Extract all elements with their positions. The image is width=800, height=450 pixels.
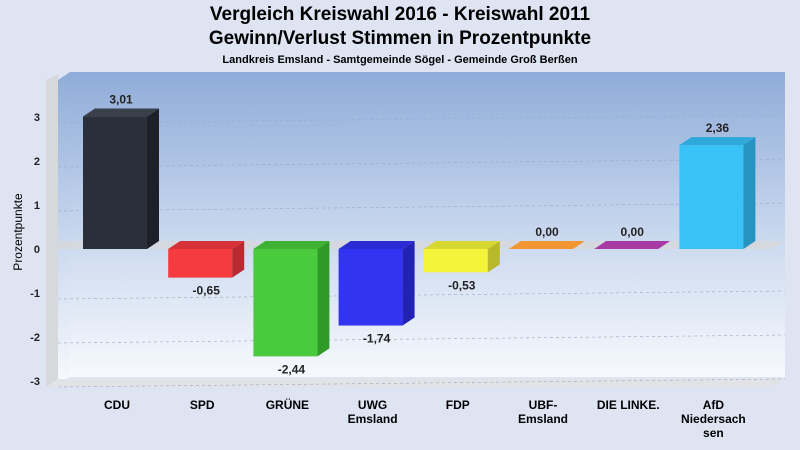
grid-line [57,334,786,344]
x-tick-label: SPD [190,398,215,412]
y-axis-ticks: 3 2 1 0 -1 -2 -3 [30,112,40,388]
bar-top [338,241,415,249]
data-label: -1,74 [363,332,391,346]
x-tick-label: GRÜNE [266,397,309,412]
plot-area [46,72,785,387]
bar-front [679,145,744,249]
bar [509,241,585,249]
bar [594,241,671,249]
bar-top [679,137,756,146]
bar-front [423,249,488,273]
bar-side [147,108,159,249]
y-tick-label: 0 [34,244,40,256]
grid-line [57,158,786,168]
bar-side [317,241,330,357]
bar [253,241,330,357]
data-label: 3,01 [109,93,133,107]
y-tick-label: -3 [30,376,40,388]
x-tick-label: DIE LINKE. [597,398,660,412]
y-tick-label: -2 [30,332,40,344]
bar [168,241,245,278]
chart-title: Vergleich Kreiswahl 2016 - Kreiswahl 201… [209,4,591,25]
bar-flat [509,241,585,249]
bar-top [253,241,330,249]
grid-line [57,378,786,388]
data-label: 0,00 [535,225,559,239]
chart-caption: Landkreis Emsland - Samtgemeinde Sögel -… [222,54,578,66]
bars [83,108,756,357]
grid-line [57,114,786,124]
grid-line [57,202,786,212]
data-label: -0,65 [193,284,221,298]
data-label: -2,44 [278,362,306,376]
bar-front [253,249,318,357]
chart-subtitle: Gewinn/Verlust Stimmen in Prozentpunkte [208,28,592,49]
y-axis-label: Prozentpunkte [11,193,25,271]
left-wall [46,74,58,387]
bar [423,241,500,273]
x-axis-labels: CDU SPD GRÜNE UWG Emsland FDP UBF-Emsland DIE L… [104,397,746,440]
y-tick-label: -1 [30,288,40,300]
y-tick-label: 3 [34,112,40,124]
x-tick-label: AfD Niedersach sen [681,398,746,440]
bar-top [423,241,500,249]
x-tick-label: UWG Emsland [348,398,398,426]
bar [679,137,756,249]
bar-side [402,241,415,326]
bar-front [83,116,147,249]
x-tick-label: FDP [446,398,470,412]
grid-line [57,290,786,300]
bar-front [338,249,403,326]
bar-flat [594,241,671,249]
x-tick-label: CDU [104,398,130,412]
data-label: 2,36 [706,121,730,135]
data-labels: 3,01 -0,65 -2,44 -1,74 -0,53 0,00 0,00 2,36 [109,93,729,377]
data-label: 0,00 [621,225,645,239]
y-tick-label: 1 [34,200,40,212]
bar-side [232,241,245,278]
y-tick-label: 2 [34,156,40,168]
bar-front [168,249,233,278]
data-label: -0,53 [448,278,476,292]
back-panel [70,72,785,377]
bar-top [83,108,159,117]
x-tick-label: UBF-Emsland [518,398,568,426]
bar-side [743,137,756,249]
bar [83,108,159,249]
bar-top [168,241,245,249]
bar-side [487,241,500,273]
bar [338,241,415,326]
